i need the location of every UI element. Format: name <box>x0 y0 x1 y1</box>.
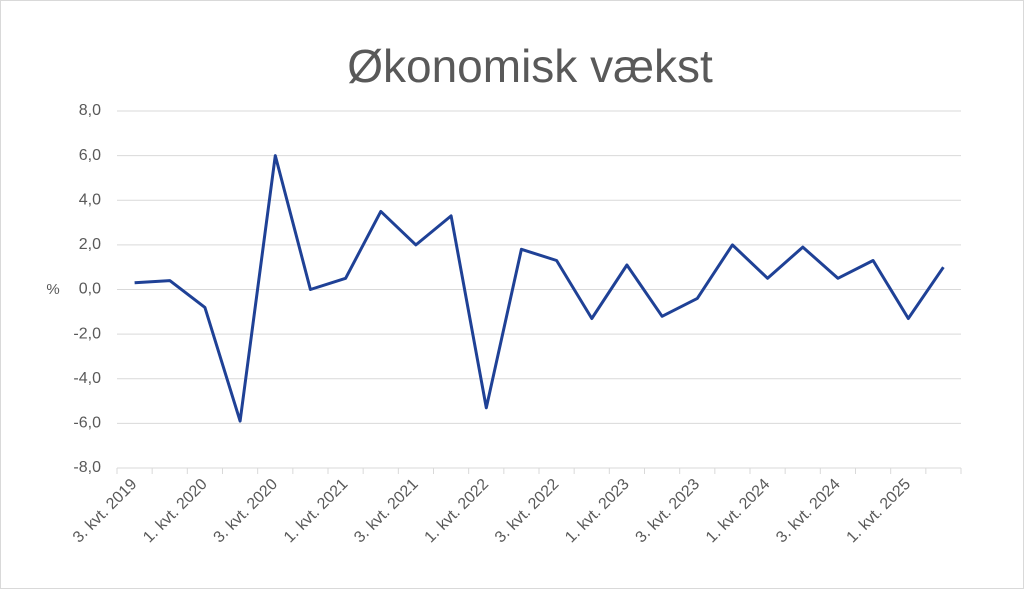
y-tick-label: 8,0 <box>79 102 101 119</box>
chart-title: Økonomisk vækst <box>347 40 713 92</box>
data-line <box>134 154 945 423</box>
y-tick-label: -2,0 <box>73 325 101 342</box>
y-tick-label: -6,0 <box>73 415 101 432</box>
y-tick-label: 4,0 <box>79 191 101 208</box>
y-tick-label: -8,0 <box>73 459 101 476</box>
y-tick-label: 0,0 <box>79 281 101 298</box>
y-axis-label: % <box>46 281 59 298</box>
y-tick-label: -4,0 <box>73 370 101 387</box>
y-tick-label: 6,0 <box>79 147 101 164</box>
y-tick-label: 2,0 <box>79 236 101 253</box>
